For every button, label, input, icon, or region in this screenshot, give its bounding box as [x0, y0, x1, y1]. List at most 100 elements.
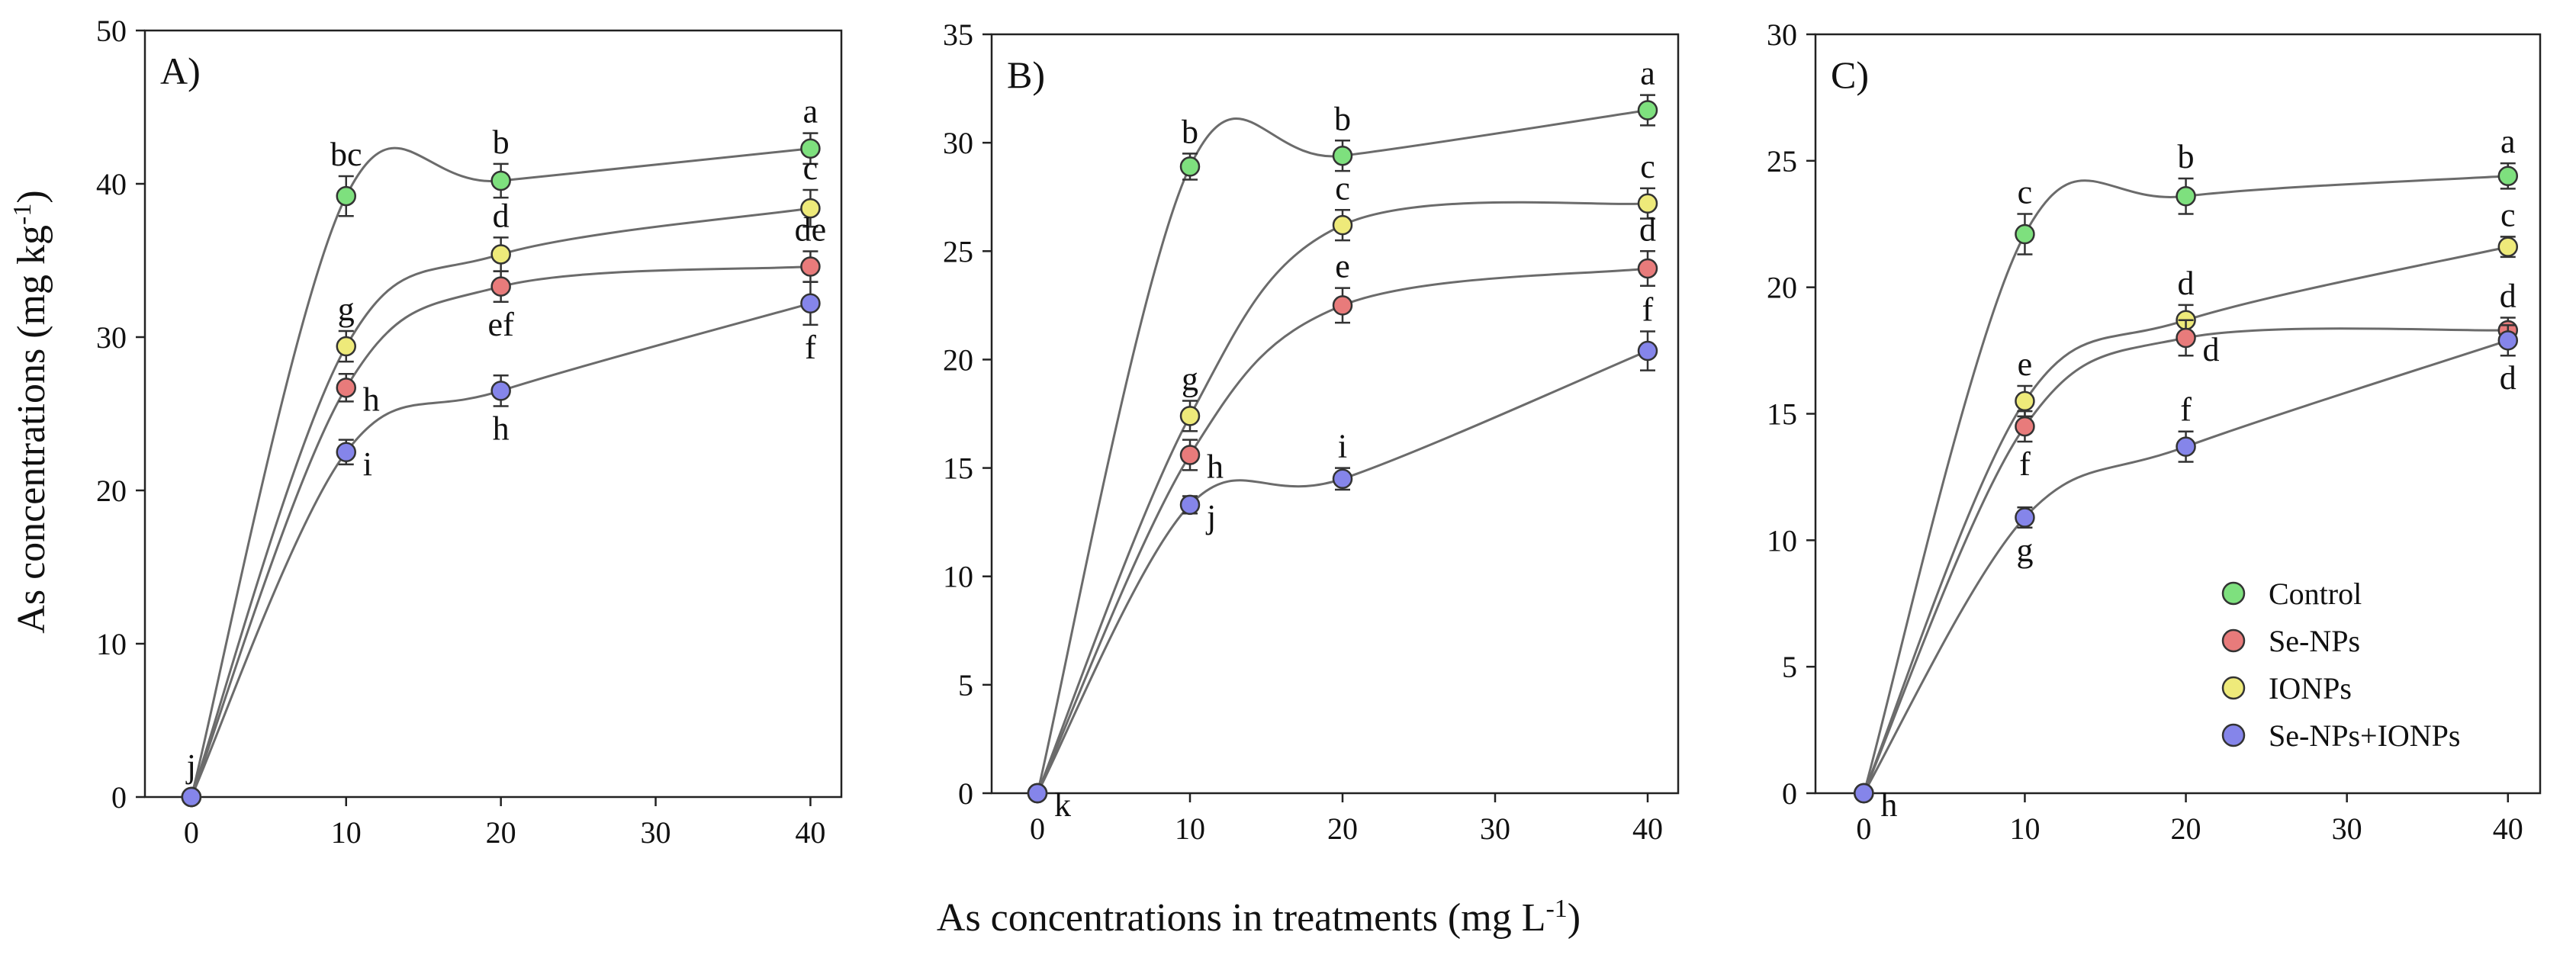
- x-axis-title-main: As concentrations in treatments (mg L: [937, 896, 1546, 940]
- y-tick-label: 25: [1767, 144, 1797, 178]
- y-tick-label: 30: [96, 320, 127, 355]
- significance-letter: j: [1205, 498, 1216, 535]
- y-tick-label: 35: [943, 18, 973, 52]
- x-tick-label: 0: [1030, 812, 1045, 846]
- point-se-nps: [336, 378, 357, 398]
- point-se-nps-ionps: [2497, 330, 2519, 351]
- y-tick-label: 15: [943, 452, 973, 486]
- legend-item: IONPs: [2221, 671, 2352, 705]
- y-tick-label: 20: [1767, 271, 1797, 305]
- point-control: [2015, 223, 2035, 245]
- significance-letter: f: [2180, 391, 2192, 429]
- series-line-se-nps: [1862, 327, 2508, 794]
- point-control: [336, 185, 357, 207]
- point-se-nps-ionps: [1332, 468, 1353, 490]
- significance-letter: e: [2018, 346, 2033, 383]
- x-tick-label: 30: [641, 815, 671, 850]
- point-se-nps: [2015, 416, 2035, 437]
- significance-letter: g: [2016, 532, 2033, 569]
- point-se-nps-ionps: [2176, 436, 2196, 457]
- significance-letter: d: [2203, 331, 2220, 368]
- y-tick-label: 20: [943, 342, 973, 377]
- point-se-nps-ionps: [1854, 783, 1874, 804]
- point-ionps: [800, 198, 821, 219]
- legend-label: Control: [2269, 577, 2362, 611]
- significance-letter: f: [2019, 445, 2031, 483]
- x-tick-label: 40: [795, 815, 825, 850]
- significance-letter: d: [2500, 359, 2517, 397]
- x-tick-label: 20: [486, 815, 516, 850]
- significance-letter: e: [1335, 248, 1350, 285]
- legend-label: IONPs: [2269, 671, 2352, 705]
- panel-2: 0 5 10 15 20 25 30 35 0 10 20 30 40 B) b b a g c c h e d k j i f: [943, 18, 1680, 846]
- y-axis-title-main: As concentrations (mg kg: [10, 225, 53, 634]
- series-line-se-nps-ionps: [1036, 349, 1648, 794]
- series-line-se-nps: [190, 265, 811, 798]
- significance-letter: f: [1642, 291, 1654, 328]
- legend-marker: [2221, 676, 2246, 700]
- point-se-nps: [490, 276, 511, 297]
- significance-letter: d: [2500, 277, 2517, 314]
- significance-letter: c: [803, 149, 818, 187]
- point-control: [1637, 100, 1658, 121]
- y-tick-label: 0: [111, 780, 127, 815]
- y-tick-label: 10: [96, 627, 127, 661]
- significance-letter: i: [363, 445, 372, 483]
- point-control: [1179, 156, 1201, 177]
- point-ionps: [1637, 193, 1658, 214]
- y-tick-label: 15: [1767, 397, 1797, 432]
- legend-marker: [2221, 581, 2246, 606]
- series-line-control: [1036, 109, 1648, 794]
- significance-letter: i: [1338, 428, 1347, 465]
- series-line-ionps: [190, 207, 811, 798]
- significance-letter: bc: [330, 136, 362, 173]
- y-tick-label: 0: [958, 776, 973, 811]
- point-se-nps-ionps: [800, 293, 821, 314]
- panel-label: B): [1007, 53, 1045, 96]
- panel-label: A): [160, 50, 201, 92]
- significance-letter: b: [493, 124, 510, 161]
- legend-marker: [2221, 723, 2246, 747]
- significance-letter: c: [1640, 148, 1655, 185]
- x-tick-label: 30: [1480, 812, 1510, 846]
- series-line-control: [1862, 175, 2508, 794]
- y-tick-label: 0: [1782, 776, 1797, 811]
- legend-item: Se-NPs: [2221, 624, 2360, 658]
- y-axis-title: As concentrations (mg kg-1): [8, 190, 54, 633]
- x-tick-label: 0: [184, 815, 199, 850]
- point-se-nps-ionps: [1027, 783, 1048, 804]
- point-control: [490, 170, 511, 191]
- significance-letter: d: [1639, 211, 1656, 248]
- y-tick-label: 30: [1767, 18, 1797, 52]
- series-line-se-nps: [1036, 267, 1648, 794]
- point-se-nps-ionps: [1179, 494, 1201, 516]
- significance-letter: b: [2178, 138, 2195, 175]
- point-se-nps: [1637, 258, 1658, 279]
- y-tick-label: 10: [1767, 523, 1797, 558]
- x-tick-label: 40: [2493, 812, 2523, 846]
- y-tick-label: 40: [96, 167, 127, 201]
- series-line-ionps: [1862, 246, 2509, 794]
- point-se-nps-ionps: [1637, 340, 1658, 362]
- x-axis-title: As concentrations in treatments (mg L-1): [937, 895, 1581, 940]
- point-control: [1332, 145, 1353, 166]
- y-tick-label: 5: [958, 668, 973, 702]
- point-se-nps-ionps: [336, 442, 357, 462]
- significance-letter: d: [493, 197, 510, 234]
- significance-letter: j: [185, 747, 196, 785]
- point-se-nps: [2176, 327, 2196, 349]
- series-line-se-nps-ionps: [190, 302, 811, 798]
- y-tick-label: 5: [1782, 650, 1797, 684]
- point-ionps: [2497, 236, 2519, 257]
- point-ionps: [2015, 391, 2035, 412]
- legend-label: Se-NPs+IONPs: [2269, 718, 2460, 753]
- significance-letter: h: [493, 410, 510, 447]
- series-line-ionps: [1036, 201, 1648, 794]
- significance-letter: h: [1880, 786, 1897, 824]
- y-tick-label: 25: [943, 234, 973, 268]
- point-control: [2497, 166, 2519, 186]
- panel-label: C): [1831, 53, 1869, 96]
- point-se-nps-ionps: [2015, 507, 2035, 528]
